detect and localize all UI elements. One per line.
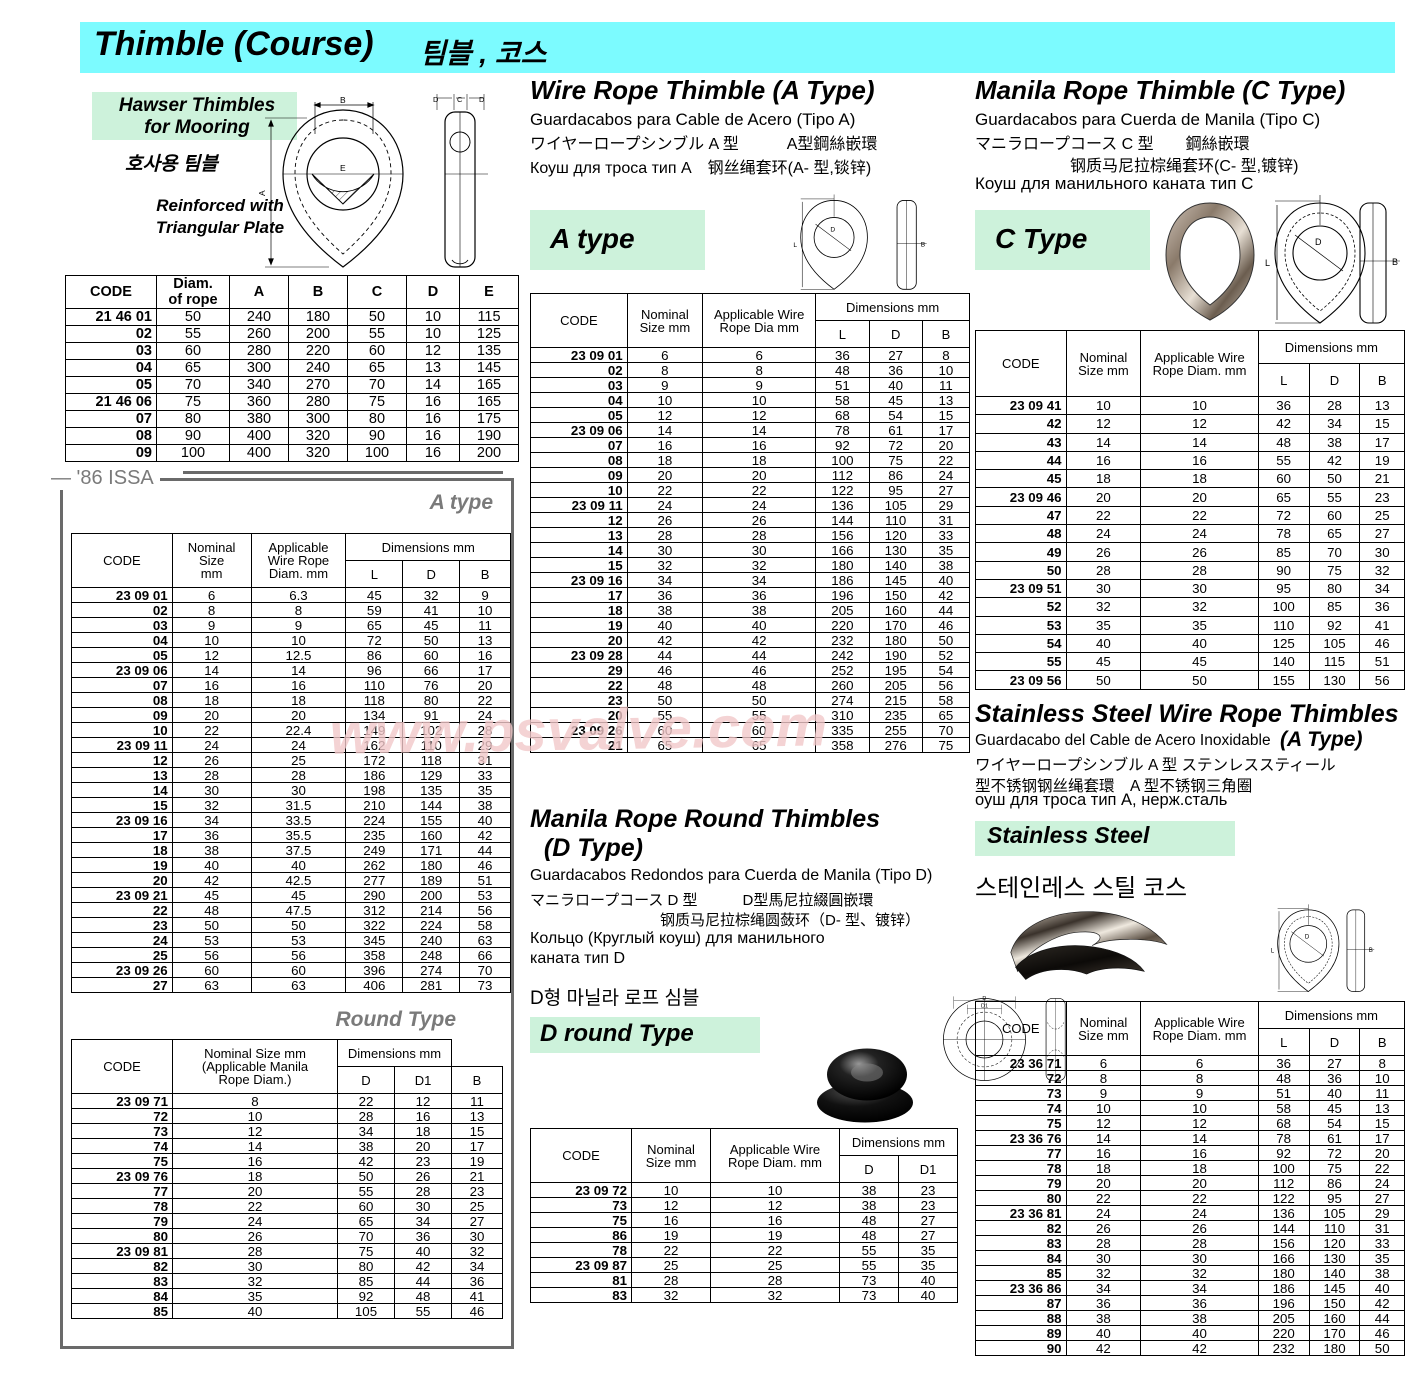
svg-text:D: D — [479, 95, 485, 104]
svg-text:B: B — [921, 241, 926, 248]
svg-text:D: D — [830, 227, 835, 234]
svg-text:L: L — [1271, 948, 1275, 955]
svg-text:A: A — [257, 190, 267, 196]
svg-text:D: D — [1315, 237, 1322, 247]
svg-text:B: B — [340, 95, 346, 105]
svg-text:E: E — [340, 163, 346, 173]
svg-text:C: C — [457, 95, 463, 104]
svg-text:L: L — [793, 242, 797, 249]
svg-text:L: L — [1265, 258, 1270, 268]
svg-text:B: B — [1392, 257, 1398, 267]
svg-text:D: D — [433, 95, 439, 104]
svg-text:D: D — [1305, 933, 1310, 940]
svg-text:B: B — [1369, 947, 1373, 954]
